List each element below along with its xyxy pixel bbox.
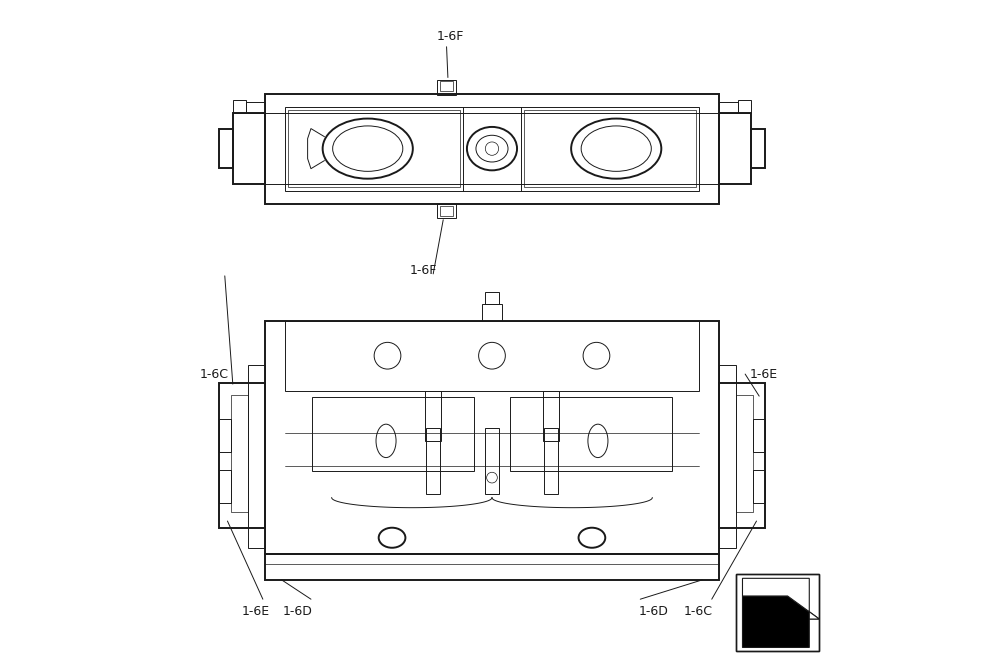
Bar [231, 395, 248, 512]
Bar [219, 470, 231, 503]
Bar [440, 206, 453, 216]
Bar [510, 397, 672, 471]
Bar [736, 574, 819, 651]
Polygon shape [742, 578, 819, 619]
Bar [736, 395, 753, 512]
Text: 1-6D: 1-6D [639, 605, 669, 618]
Text: 1-6F: 1-6F [436, 31, 464, 43]
Polygon shape [742, 596, 819, 647]
Text: 1-6C: 1-6C [200, 367, 229, 381]
Bar [543, 391, 559, 441]
Bar [482, 304, 502, 321]
Bar [425, 391, 441, 441]
Bar [246, 102, 265, 114]
Bar [248, 365, 265, 548]
Bar [219, 383, 265, 528]
Bar [738, 100, 751, 114]
Bar [219, 419, 231, 452]
Text: 1-6E: 1-6E [242, 605, 270, 618]
Text: 1-6F: 1-6F [409, 265, 437, 277]
Bar [440, 81, 453, 91]
Bar [288, 110, 460, 187]
Bar [426, 428, 440, 494]
Bar [719, 383, 765, 528]
Text: 1-6C: 1-6C [684, 605, 713, 618]
Bar [233, 114, 265, 184]
Bar [544, 428, 558, 494]
Bar [285, 321, 699, 391]
Bar [265, 321, 719, 554]
Bar [719, 114, 751, 184]
Bar [265, 554, 719, 580]
Bar [312, 397, 474, 471]
Bar [719, 102, 738, 114]
Bar [485, 292, 499, 304]
Text: 1-6D: 1-6D [283, 605, 313, 618]
Bar [736, 574, 819, 651]
Bar [437, 204, 456, 218]
Bar [233, 100, 246, 114]
Bar [219, 129, 233, 168]
Bar [437, 80, 456, 95]
Bar [524, 110, 696, 187]
Bar [753, 470, 765, 503]
Bar [265, 94, 719, 204]
Bar [285, 107, 699, 190]
Bar [485, 428, 499, 494]
Bar [751, 129, 765, 168]
Bar [719, 365, 736, 548]
Text: 1-6E: 1-6E [750, 367, 778, 381]
Bar [753, 419, 765, 452]
